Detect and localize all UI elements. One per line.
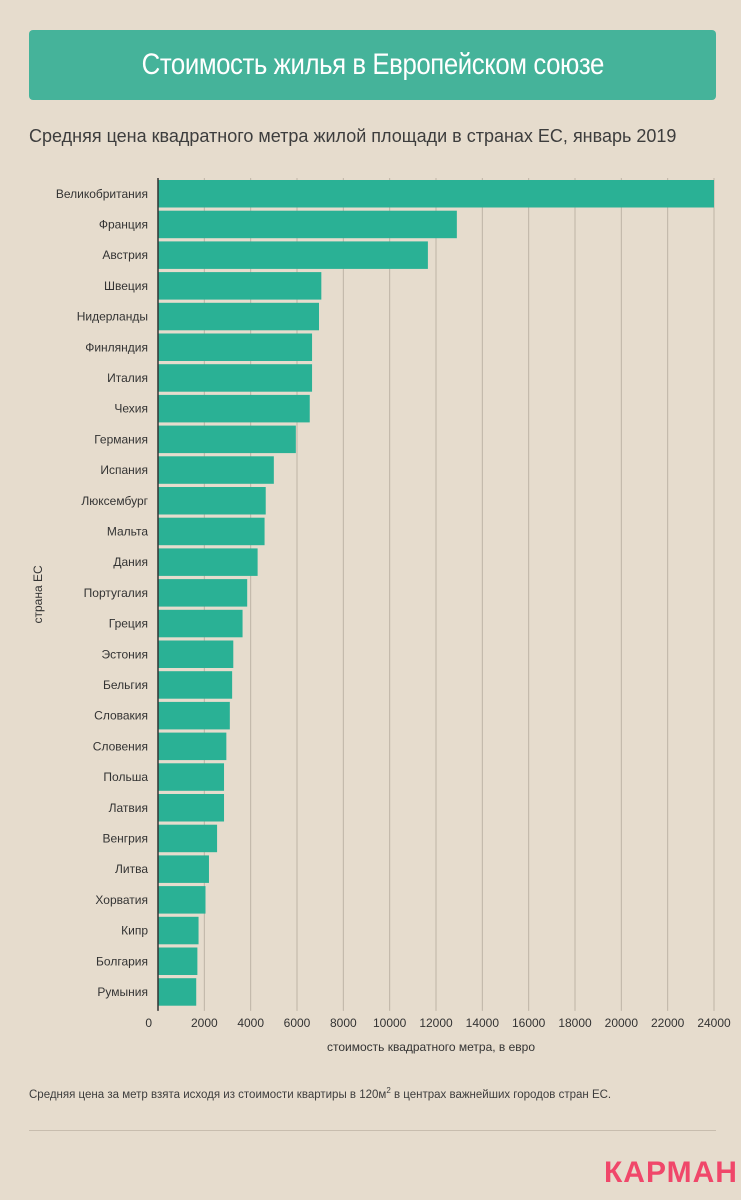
x-tick-label: 4000 bbox=[237, 1016, 264, 1030]
bar bbox=[158, 824, 218, 853]
page-title: Стоимость жилья в Европейском союзе bbox=[141, 48, 604, 81]
bar bbox=[158, 517, 265, 546]
bar bbox=[158, 364, 313, 392]
x-tick-label: 16000 bbox=[512, 1016, 546, 1030]
title-banner: Стоимость жилья в Европейском союзе bbox=[29, 30, 716, 100]
footnote-superscript: 2 bbox=[386, 1086, 391, 1095]
bar bbox=[158, 548, 258, 576]
bar bbox=[158, 210, 457, 239]
category-label: Хорватия bbox=[95, 893, 148, 907]
bars bbox=[158, 180, 714, 1006]
bar bbox=[158, 456, 274, 484]
category-label: Венгрия bbox=[102, 831, 148, 845]
x-tick-label: 0 bbox=[145, 1016, 152, 1030]
category-label: Португалия bbox=[84, 586, 148, 600]
x-tick-label: 12000 bbox=[419, 1016, 453, 1030]
category-label: Литва bbox=[115, 862, 148, 876]
category-label: Италия bbox=[107, 371, 148, 385]
bar bbox=[158, 487, 266, 515]
bar bbox=[158, 794, 225, 822]
category-label: Финляндия bbox=[85, 340, 148, 354]
bar bbox=[158, 609, 243, 638]
bar-chart: Великобритания Франция Австрия Швеция Нидерл… bbox=[31, 178, 731, 1054]
bar bbox=[158, 394, 310, 423]
category-label: Люксембург bbox=[81, 494, 148, 508]
category-label: Болгария bbox=[96, 954, 148, 968]
grid-lines bbox=[203, 178, 715, 1011]
category-label: Австрия bbox=[102, 248, 148, 262]
x-tick-label: 20000 bbox=[605, 1016, 639, 1030]
bar bbox=[158, 947, 198, 975]
bar bbox=[158, 241, 428, 269]
bar bbox=[158, 302, 320, 331]
x-tick-label: 10000 bbox=[373, 1016, 407, 1030]
x-tick-label: 14000 bbox=[466, 1016, 500, 1030]
category-label: Словения bbox=[93, 739, 148, 753]
x-tick-label: 8000 bbox=[330, 1016, 357, 1030]
bar bbox=[158, 763, 225, 791]
category-label: Нидерланды bbox=[77, 310, 148, 324]
category-label: Польша bbox=[103, 770, 148, 784]
x-axis-label: стоимость квадратного метра, в евро bbox=[327, 1040, 535, 1054]
category-label: Бельгия bbox=[103, 678, 148, 692]
bar bbox=[158, 333, 313, 361]
x-tick-label: 6000 bbox=[284, 1016, 311, 1030]
x-tick-label: 24000 bbox=[697, 1016, 731, 1030]
y-axis-label: страна ЕС bbox=[31, 565, 45, 623]
category-label: Швеция bbox=[104, 279, 148, 293]
bar bbox=[158, 425, 296, 454]
category-label: Латвия bbox=[109, 801, 148, 815]
category-label: Греция bbox=[109, 617, 148, 631]
category-label: Румыния bbox=[97, 985, 148, 999]
divider bbox=[29, 1130, 716, 1131]
bar bbox=[158, 886, 206, 914]
x-tick-label: 18000 bbox=[558, 1016, 592, 1030]
chart-subtitle: Средняя цена квадратного метра жилой пло… bbox=[29, 126, 677, 146]
bar bbox=[158, 916, 199, 945]
x-tick-label: 2000 bbox=[191, 1016, 218, 1030]
bar bbox=[158, 671, 233, 699]
footnote-text: Средняя цена за метр взята исходя из сто… bbox=[29, 1088, 387, 1101]
bar bbox=[158, 640, 234, 668]
bar bbox=[158, 272, 322, 300]
bar bbox=[158, 978, 197, 1006]
category-label: Испания bbox=[100, 463, 148, 477]
category-label: Кипр bbox=[121, 924, 148, 938]
category-label: Великобритания bbox=[56, 187, 148, 201]
bar bbox=[158, 701, 230, 730]
category-label: Дания bbox=[113, 555, 148, 569]
category-label: Франция bbox=[99, 217, 148, 231]
bar bbox=[158, 855, 209, 883]
category-label: Чехия bbox=[114, 402, 148, 416]
karman-logo[interactable]: КАРМАН bbox=[604, 1156, 738, 1189]
bar bbox=[158, 180, 714, 208]
x-tick-label: 22000 bbox=[651, 1016, 685, 1030]
category-label: Эстония bbox=[102, 647, 149, 661]
category-label: Словакия bbox=[94, 709, 148, 723]
bar bbox=[158, 732, 227, 761]
category-label: Германия bbox=[94, 432, 148, 446]
category-labels: Великобритания Франция Австрия Швеция Нидерл… bbox=[56, 187, 149, 999]
category-label: Мальта bbox=[107, 524, 148, 538]
footnote-text-end: в центрах важнейших городов стран ЕС. bbox=[390, 1088, 612, 1101]
tick-labels: 0 2000 4000 6000 8000 10000 12000 14000 16000 180… bbox=[145, 1016, 731, 1030]
bar bbox=[158, 579, 248, 607]
footnote: Средняя цена за метр взята исходя из сто… bbox=[29, 1086, 611, 1101]
